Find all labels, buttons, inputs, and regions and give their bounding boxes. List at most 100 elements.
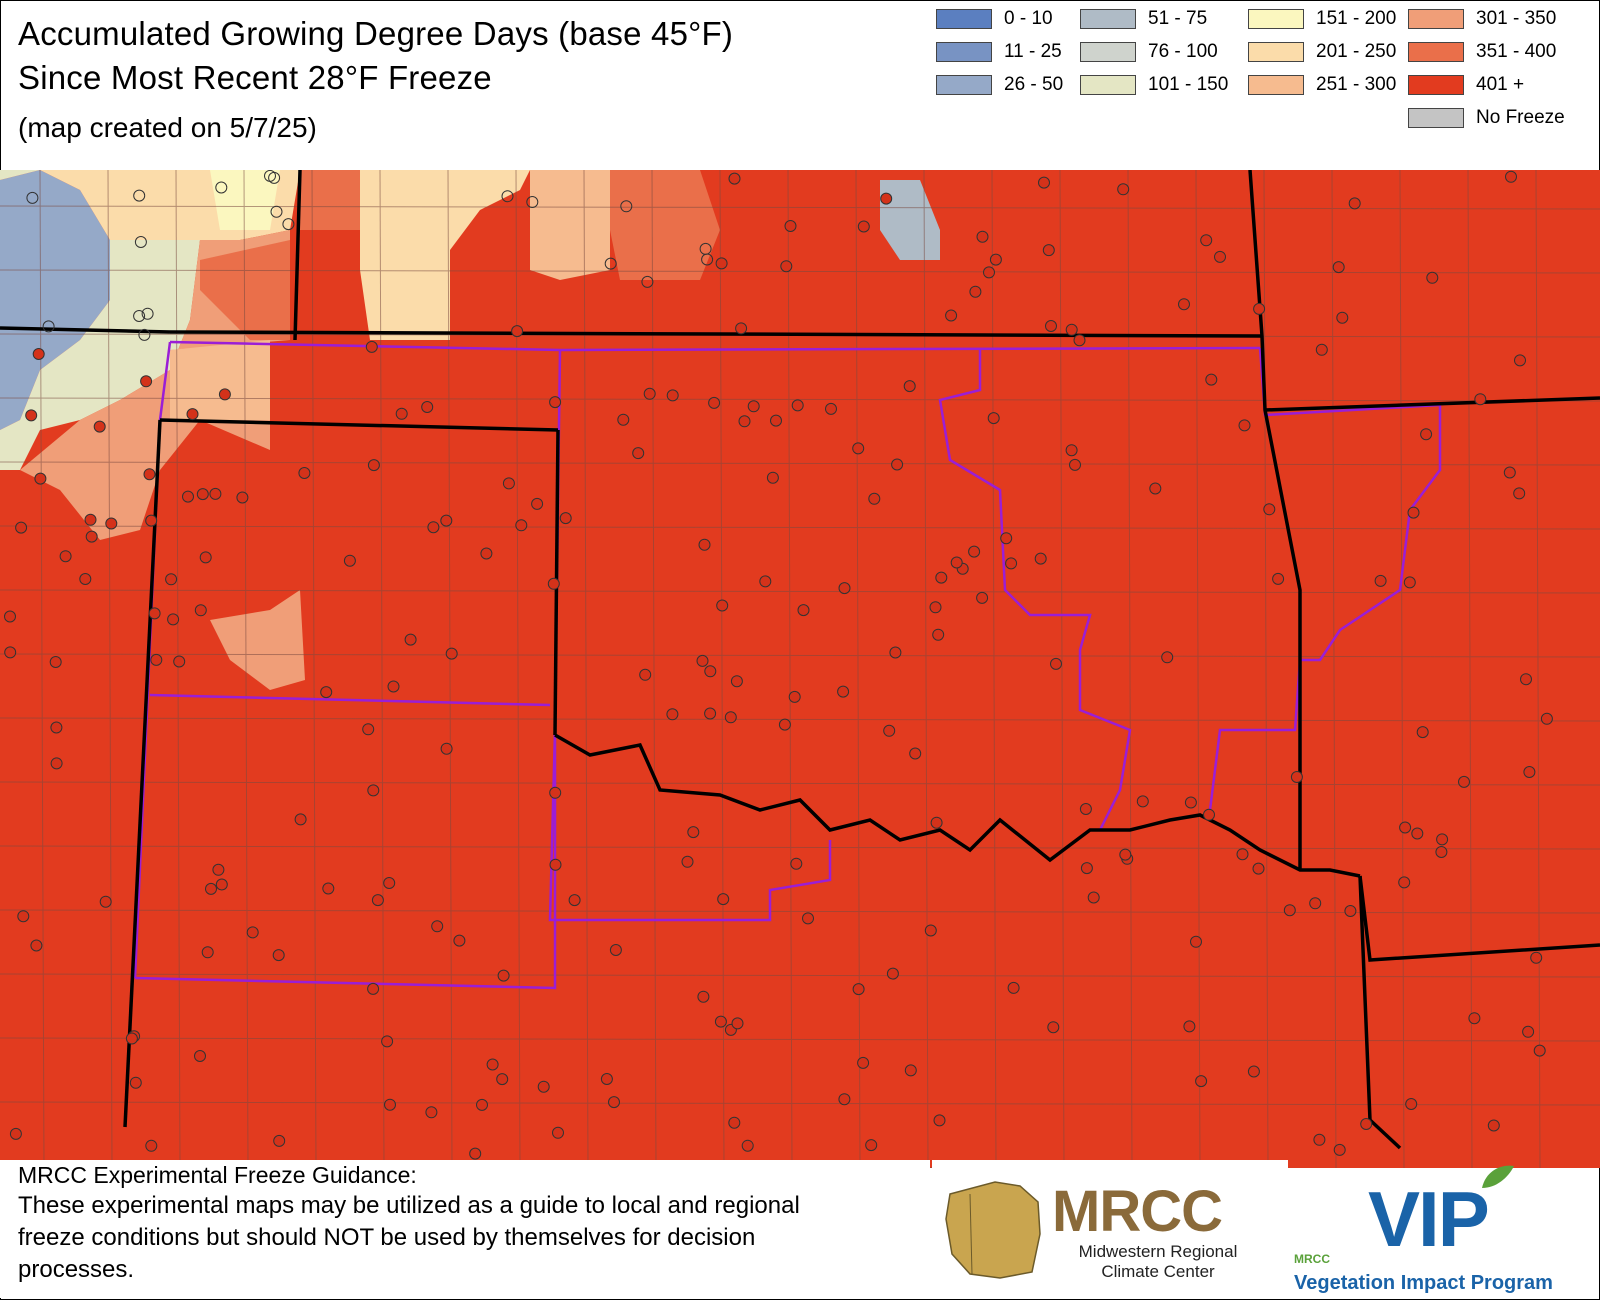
station-marker — [802, 912, 814, 925]
station-marker — [950, 556, 963, 569]
legend-item: 301 - 350 — [1408, 8, 1556, 30]
vip-wordmark: VIP — [1368, 1175, 1490, 1263]
station-marker — [1253, 302, 1266, 315]
station-marker — [1420, 428, 1433, 441]
station-marker — [989, 253, 1002, 266]
station-marker — [1247, 1065, 1260, 1078]
vip-subtitle: Vegetation Impact Program — [1294, 1272, 1553, 1294]
station-marker — [212, 863, 225, 876]
station-marker — [427, 521, 440, 534]
station-marker — [105, 517, 118, 530]
station-marker — [696, 654, 709, 667]
station-marker — [1178, 298, 1190, 311]
station-marker — [865, 1139, 878, 1152]
legend-item: 101 - 150 — [1080, 74, 1228, 96]
station-marker — [857, 1056, 870, 1069]
legend-swatch — [936, 42, 992, 62]
legend-swatch — [1080, 9, 1136, 29]
legend-item: 26 - 50 — [936, 74, 1063, 96]
legend-item: 0 - 10 — [936, 8, 1053, 30]
legend-swatch — [1408, 9, 1464, 29]
station-marker — [609, 944, 622, 956]
station-marker — [868, 492, 881, 505]
station-marker — [26, 191, 39, 204]
station-marker — [791, 399, 804, 412]
station-marker — [49, 656, 62, 668]
station-marker — [1200, 234, 1213, 247]
legend: 0 - 10 11 - 25 26 - 50 51 - 75 76 - 100 101 -… — [936, 8, 1596, 138]
station-marker — [1505, 170, 1517, 183]
legend-label: 301 - 350 — [1476, 8, 1557, 29]
station-marker — [215, 181, 228, 194]
region-boundary-east-2 — [1208, 347, 1442, 811]
station-marker — [85, 530, 98, 543]
station-marker — [632, 447, 645, 460]
station-marker — [568, 894, 581, 907]
station-marker — [883, 724, 896, 737]
station-marker — [1522, 1025, 1535, 1038]
station-marker — [549, 396, 562, 409]
station-marker — [1520, 673, 1532, 686]
disclaimer-note: MRCC Experimental Freeze Guidance: These… — [0, 1160, 930, 1298]
mrcc-wordmark: MRCC — [1052, 1179, 1223, 1244]
station-marker — [268, 171, 281, 184]
station-marker — [549, 858, 562, 871]
station-marker — [236, 491, 249, 504]
station-marker — [759, 575, 772, 588]
station-marker — [1426, 271, 1439, 284]
gdd-351-400-area — [300, 170, 360, 230]
gdd-201-250-area — [360, 170, 530, 340]
station-marker — [643, 387, 656, 400]
station-marker — [1195, 1075, 1208, 1088]
station-marker — [201, 946, 214, 959]
gdd-26-50-area — [0, 170, 110, 430]
station-marker — [891, 458, 904, 471]
station-marker — [387, 680, 400, 693]
station-marker — [1435, 846, 1448, 858]
station-marker — [138, 328, 151, 341]
station-marker — [497, 969, 510, 982]
station-marker — [1214, 250, 1226, 263]
station-markers — [4, 170, 1553, 1160]
station-marker — [79, 573, 92, 585]
station-marker — [825, 402, 837, 415]
station-marker — [294, 813, 307, 826]
station-marker — [194, 1050, 206, 1062]
legend-swatch — [1248, 75, 1304, 95]
station-marker — [909, 747, 922, 760]
gdd-351-400-area — [610, 170, 720, 280]
station-marker — [852, 983, 865, 996]
station-marker — [716, 599, 729, 612]
station-marker — [143, 468, 156, 481]
region-boundary-east-1 — [938, 350, 1132, 831]
station-marker — [1161, 651, 1174, 664]
legend-label: 101 - 150 — [1148, 74, 1229, 95]
gdd-map — [0, 170, 1600, 1168]
gdd-151-200-area — [210, 170, 280, 230]
station-marker — [1399, 821, 1412, 834]
station-marker — [141, 307, 154, 320]
station-marker — [1047, 1021, 1060, 1034]
station-marker — [165, 573, 178, 586]
state-border-mo-ar — [1264, 396, 1600, 412]
station-marker — [976, 591, 989, 604]
station-marker — [681, 855, 694, 868]
station-marker — [924, 924, 937, 937]
leaf-icon — [1482, 1165, 1514, 1188]
station-marker — [1236, 848, 1249, 861]
station-marker — [1205, 373, 1218, 386]
station-marker — [704, 665, 717, 678]
legend-item: 51 - 75 — [1080, 8, 1207, 30]
station-marker — [929, 601, 942, 614]
station-marker — [1190, 935, 1202, 948]
station-marker — [730, 675, 743, 688]
station-marker — [1503, 466, 1516, 479]
station-marker — [99, 895, 112, 908]
station-marker — [1523, 766, 1536, 778]
station-marker — [134, 236, 147, 248]
state-border-co-ks-north — [0, 326, 171, 334]
mrcc-logo: MRCC Midwestern Regional Climate Center — [932, 1160, 1288, 1298]
station-marker — [641, 275, 654, 288]
station-marker — [741, 1139, 754, 1152]
station-marker — [246, 926, 259, 939]
